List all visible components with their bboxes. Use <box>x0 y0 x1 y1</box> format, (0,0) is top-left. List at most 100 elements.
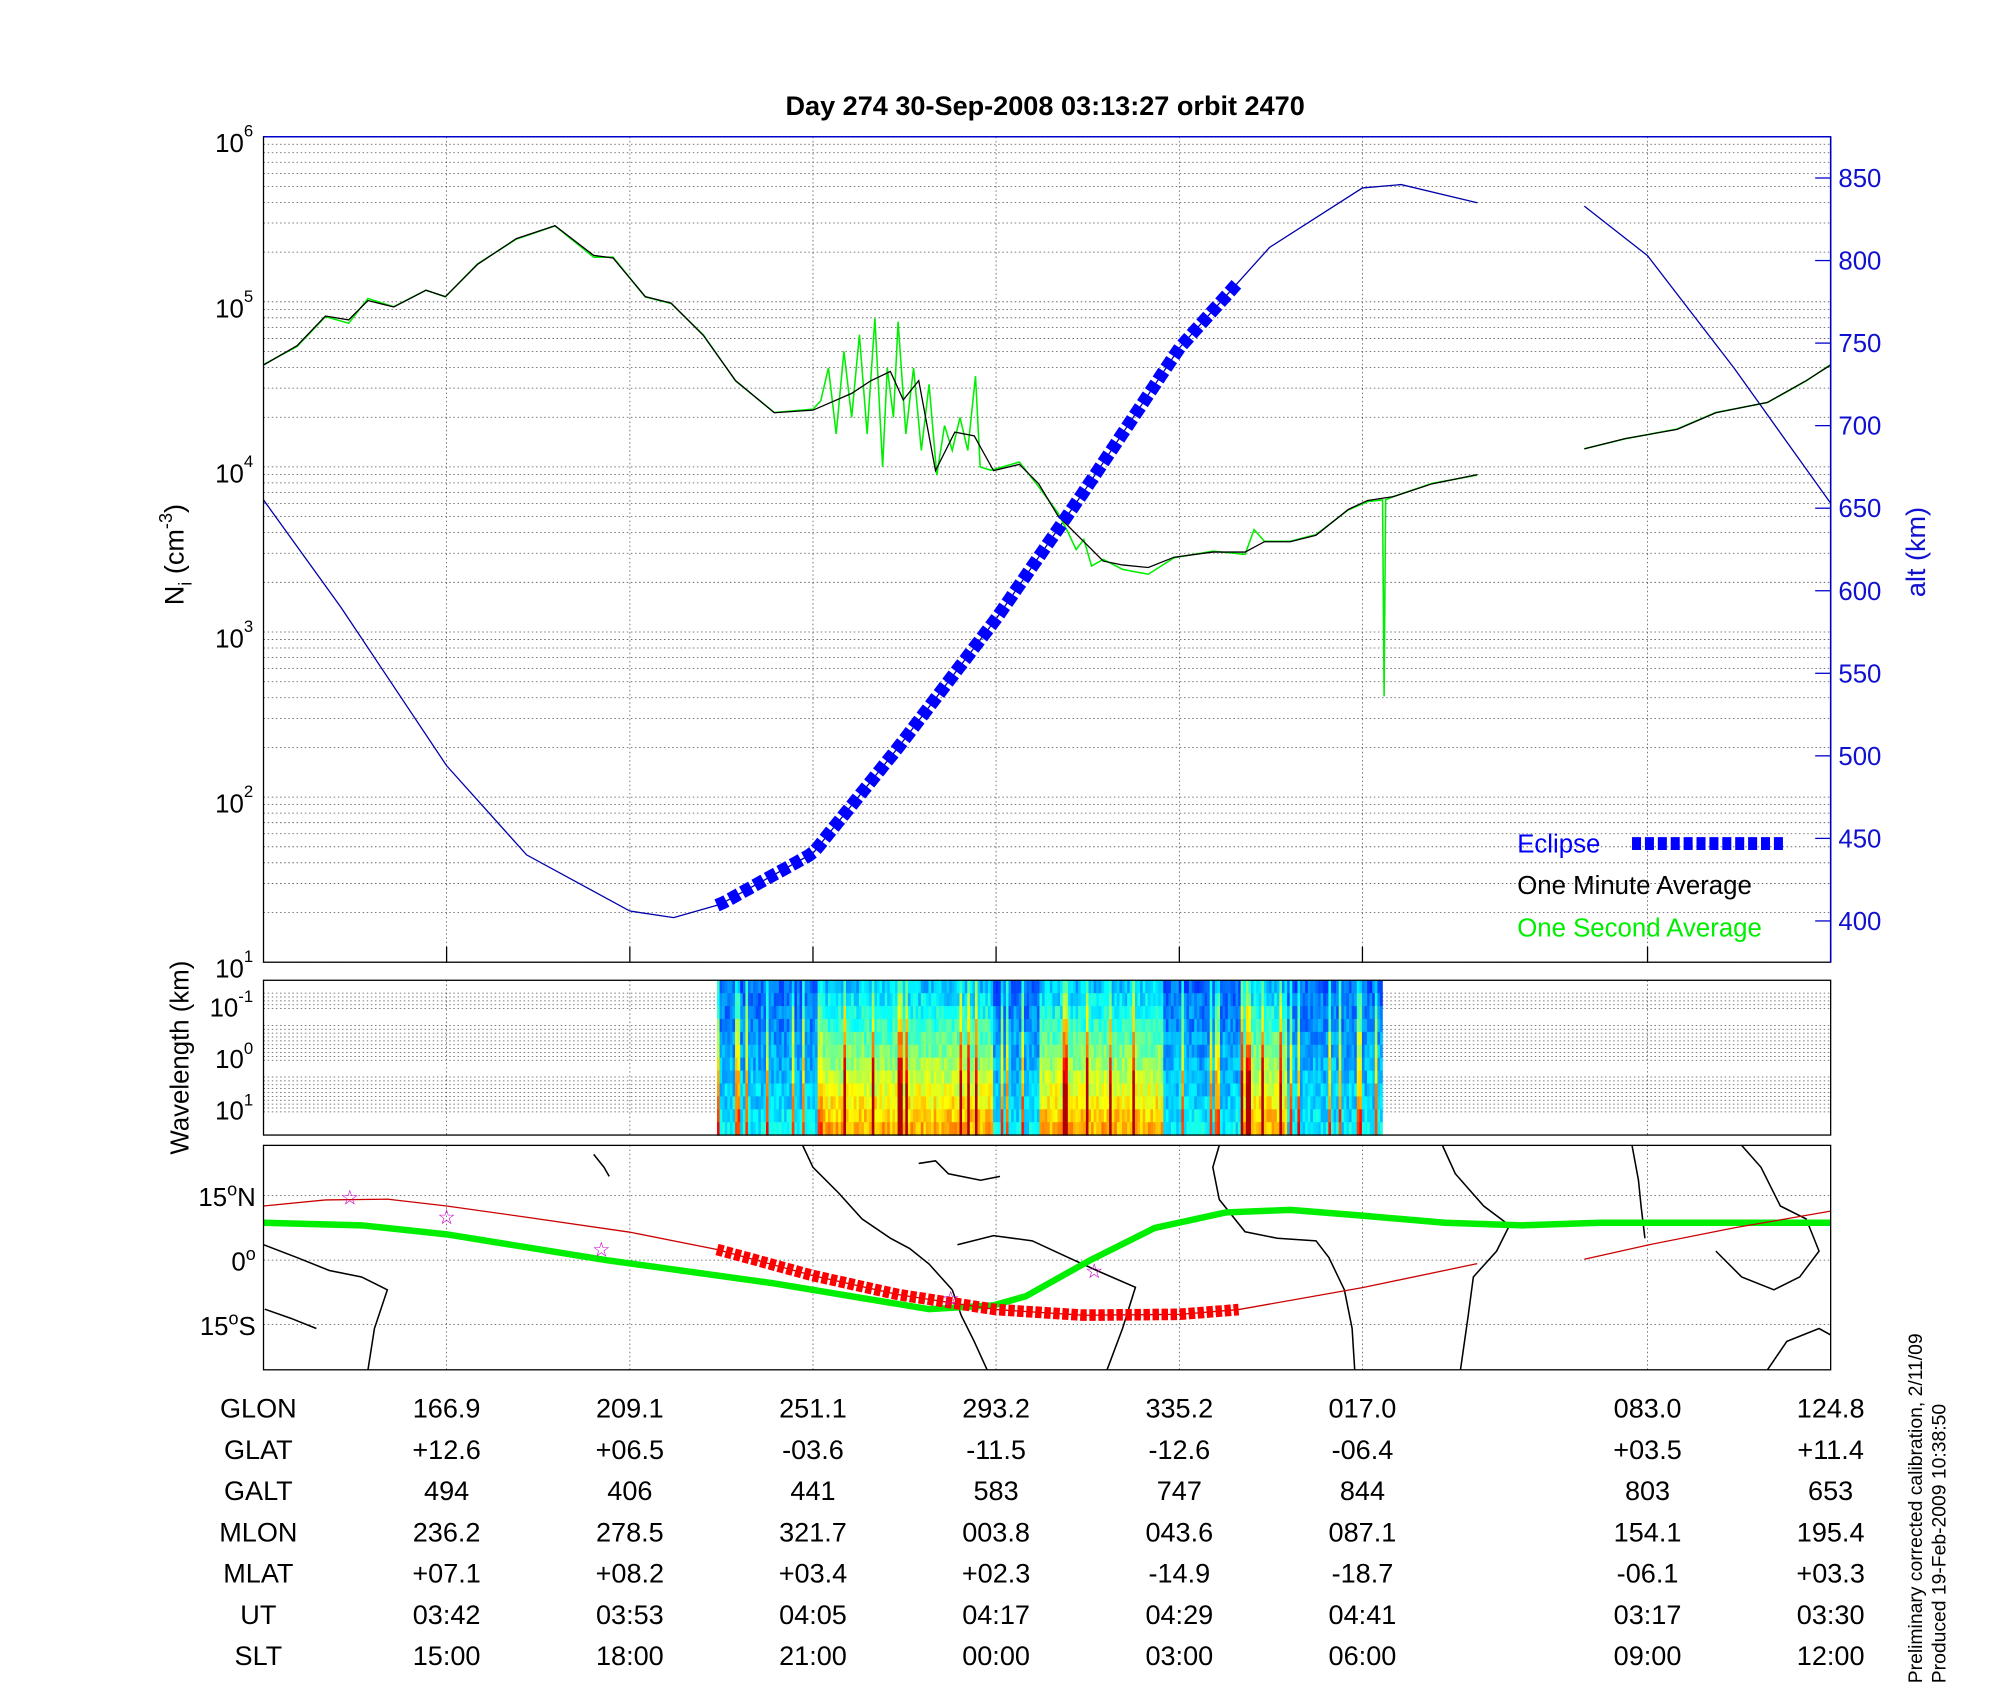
spec-cell <box>1214 1006 1218 1020</box>
spec-cell <box>1129 1109 1133 1123</box>
spec-cell <box>1292 993 1296 1007</box>
spec-cell <box>951 1018 955 1033</box>
spec-cell <box>874 1018 878 1033</box>
spec-cell <box>995 1070 999 1085</box>
spec-cell <box>815 1031 818 1046</box>
spec-cell <box>1300 993 1303 1007</box>
spec-cell <box>946 993 950 1007</box>
spec-cell <box>907 1006 911 1020</box>
spec-cell <box>864 1018 867 1033</box>
alt-tick-label: 450 <box>1838 825 1881 853</box>
table-cell: 803 <box>1625 1475 1670 1506</box>
spec-cell <box>1176 1070 1180 1085</box>
spec-cell <box>892 980 896 994</box>
spec-cell <box>1330 1122 1334 1136</box>
spec-cell <box>1235 1083 1239 1098</box>
spec-cell <box>1103 1096 1107 1110</box>
spec-cell <box>1042 1031 1045 1046</box>
spec-cell <box>1243 993 1247 1007</box>
spec-cell <box>1346 1031 1350 1046</box>
spec-cell <box>1212 1109 1216 1123</box>
spectrogram-image <box>717 980 1383 1136</box>
spec-cell <box>1269 1018 1272 1033</box>
spec-cell <box>1039 1006 1043 1020</box>
spec-cell <box>1152 1044 1156 1059</box>
spec-cell <box>1134 980 1138 994</box>
spec-cell <box>1054 980 1058 994</box>
spec-cell <box>1083 1070 1087 1085</box>
spec-cell <box>1361 1018 1365 1033</box>
spec-cell <box>915 1044 919 1059</box>
spec-cell <box>717 1122 720 1136</box>
spec-cell <box>742 1083 746 1098</box>
spec-cell <box>1088 1096 1092 1110</box>
spec-cell <box>1294 1122 1298 1136</box>
spec-cell <box>1364 1031 1368 1046</box>
spec-cell <box>1367 1018 1370 1033</box>
spec-cell <box>784 1044 787 1059</box>
spec-cell <box>1065 1031 1069 1046</box>
spec-cell <box>980 1018 983 1033</box>
spec-cell <box>915 1122 919 1136</box>
spec-cell <box>907 993 911 1007</box>
spec-cell <box>1060 993 1063 1007</box>
spec-cell <box>1049 1057 1053 1072</box>
spec-cell <box>1034 1109 1038 1123</box>
spec-cell <box>1199 1031 1203 1046</box>
spec-cell <box>1013 980 1017 994</box>
spec-cell <box>1323 1031 1327 1046</box>
spec-cell <box>729 1018 733 1033</box>
spec-cell <box>1091 1031 1094 1046</box>
table-cell: 494 <box>424 1475 469 1506</box>
spec-cell <box>1011 1006 1014 1020</box>
spec-cell <box>954 1109 958 1123</box>
spec-cell <box>1323 1018 1327 1033</box>
spec-cell <box>1276 993 1280 1007</box>
spec-cell <box>1023 1083 1027 1098</box>
table-row: SLT 15:00 18:00 21:00 00:00 03:00 06:00 09:00 12… <box>235 1640 1865 1671</box>
alt-tick-label: 600 <box>1838 578 1881 606</box>
spec-cell <box>1111 1044 1115 1059</box>
spec-cell <box>815 1070 818 1085</box>
spec-cell <box>1225 1083 1229 1098</box>
spec-cell <box>969 1044 973 1059</box>
spec-cell <box>1245 1096 1249 1110</box>
spec-cell <box>856 980 860 994</box>
spec-cell <box>1374 1096 1378 1110</box>
spec-cell <box>1052 1096 1056 1110</box>
spec-cell <box>1085 993 1089 1007</box>
spec-cell <box>724 1018 728 1033</box>
spec-cell <box>990 1018 994 1033</box>
spec-cell <box>802 1018 805 1033</box>
spec-cell <box>876 980 880 994</box>
spec-cell <box>1220 1070 1223 1085</box>
spec-cell <box>1160 1044 1164 1059</box>
spec-cell <box>1165 1122 1169 1136</box>
spec-cell <box>1165 1018 1169 1033</box>
spec-cell <box>1204 1096 1208 1110</box>
spec-cell <box>993 1109 996 1123</box>
spec-cell <box>954 1122 958 1136</box>
spec-cell <box>1057 1018 1061 1033</box>
spec-cell <box>722 1096 726 1110</box>
spec-cell <box>1377 1070 1381 1085</box>
spec-cell <box>962 1070 965 1085</box>
latitude-tick-label: 15oN <box>198 1180 255 1212</box>
spec-cell <box>722 1057 726 1072</box>
spec-cell <box>1155 1031 1159 1046</box>
spec-cell <box>835 1031 839 1046</box>
spec-cell <box>1065 1018 1069 1033</box>
spec-cell <box>1305 1031 1309 1046</box>
spec-cell <box>1279 980 1283 994</box>
spec-cell <box>840 1006 844 1020</box>
spec-cell <box>796 1109 800 1123</box>
row-label: SLT <box>235 1640 283 1671</box>
spec-cell <box>1085 1057 1089 1072</box>
spec-cell <box>1091 1044 1094 1059</box>
spec-cell <box>951 1006 955 1020</box>
spec-cell <box>1155 1057 1159 1072</box>
spec-cell <box>1351 1006 1355 1020</box>
spec-cell <box>1354 1083 1358 1098</box>
spec-cell <box>1031 993 1035 1007</box>
spec-cell <box>1065 1044 1069 1059</box>
